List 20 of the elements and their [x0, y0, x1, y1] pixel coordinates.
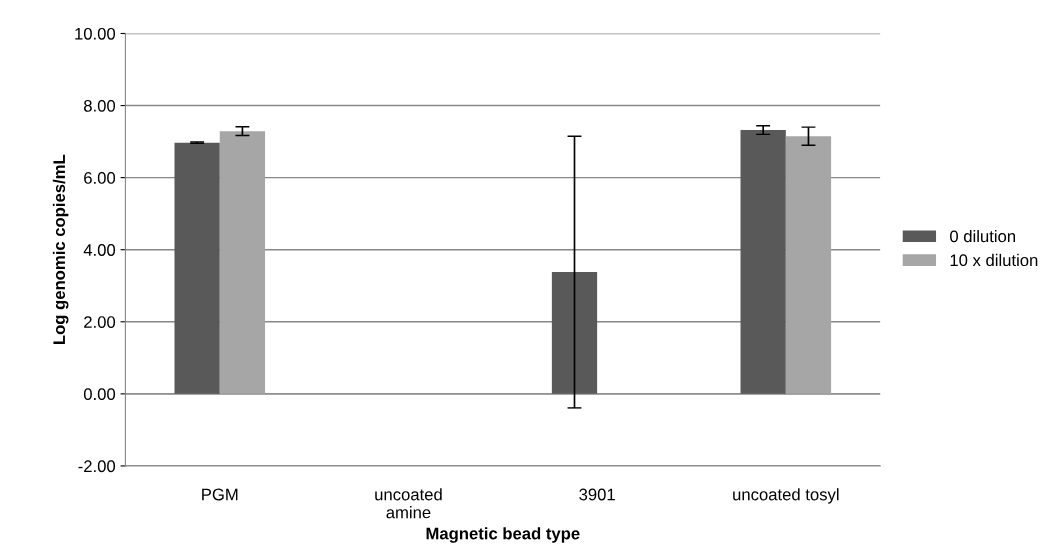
- bar: [785, 136, 832, 394]
- x-tick-label: uncoated amine: [375, 488, 442, 519]
- y-axis-title: Log genomic copies/mL: [52, 154, 69, 344]
- bar: [740, 130, 786, 394]
- y-tick-label: 6.00: [84, 172, 116, 184]
- y-tick-label: -2.00: [78, 460, 116, 473]
- y-tick-label: 2.00: [84, 316, 116, 328]
- y-tick-label: 0.00: [83, 388, 116, 401]
- x-tick-label: 3901: [579, 488, 615, 501]
- bar: [551, 272, 598, 394]
- bar: [219, 131, 266, 394]
- bar: [174, 142, 220, 394]
- y-tick-label: 8.00: [84, 99, 116, 112]
- legend-label: 10 x dilution: [950, 253, 1038, 267]
- y-tick-label: 10.00: [75, 27, 116, 40]
- x-tick-label: PGM: [202, 488, 238, 501]
- legend-label: 0 dilution: [950, 230, 1016, 243]
- y-tick-label: 4.00: [83, 244, 116, 256]
- x-tick-label: uncoated tosyl: [733, 488, 839, 504]
- x-axis-title: Magnetic bead type: [426, 527, 580, 543]
